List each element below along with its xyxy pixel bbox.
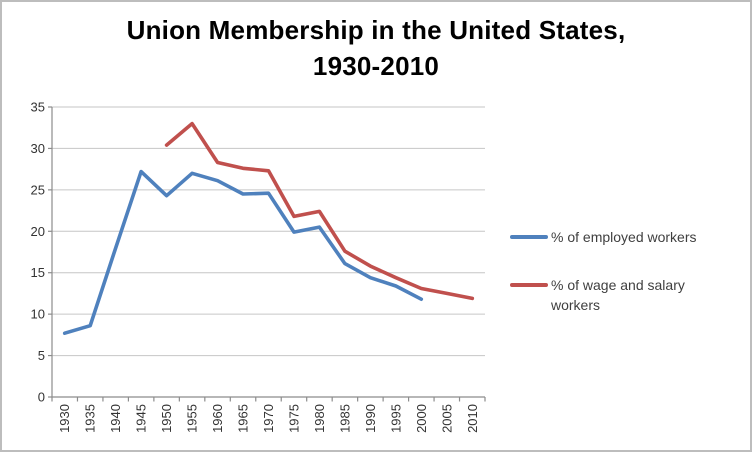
y-tick-label-25: 25: [31, 182, 45, 197]
legend-line-sample-blue: [510, 235, 548, 239]
legend-label-wage-salary-workers: % of wage and salary workers: [551, 277, 685, 313]
x-tick-label-1965: 1965: [236, 404, 251, 433]
x-tick-label-1975: 1975: [286, 404, 301, 433]
series-line-0: [62, 169, 424, 336]
y-tick-label-30: 30: [31, 141, 45, 156]
chart-title-line1: Union Membership in the United States,: [126, 15, 626, 45]
legend-item-employed-workers: % of employed workers: [510, 227, 697, 247]
x-tick-label-1935: 1935: [83, 404, 98, 433]
legend-item-wage-salary-workers: % of wage and salary workers: [510, 275, 729, 315]
x-tick-label-1980: 1980: [312, 404, 327, 433]
x-tick-label-1985: 1985: [337, 404, 352, 433]
x-tick-label-1995: 1995: [388, 404, 403, 433]
y-tick-label-0: 0: [38, 390, 45, 405]
x-tick-label-2010: 2010: [465, 404, 480, 433]
legend-label-employed-workers: % of employed workers: [551, 229, 697, 245]
x-tick-label-1940: 1940: [108, 404, 123, 433]
x-tick-label-1930: 1930: [57, 404, 72, 433]
chart-title: Union Membership in the United States, 1…: [2, 12, 750, 84]
series-line-1: [164, 121, 475, 301]
y-tick-label-10: 10: [31, 307, 45, 322]
legend-line-sample-red: [510, 283, 548, 287]
y-tick-label-20: 20: [31, 224, 45, 239]
y-tick-label-35: 35: [31, 100, 45, 115]
x-tick-label-2000: 2000: [414, 404, 429, 433]
x-tick-label-2005: 2005: [439, 404, 454, 433]
y-tick-label-5: 5: [38, 348, 45, 363]
x-tick-label-1955: 1955: [185, 404, 200, 433]
x-tick-label-1990: 1990: [363, 404, 378, 433]
x-tick-label-1960: 1960: [210, 404, 225, 433]
x-tick-label-1950: 1950: [159, 404, 174, 433]
y-tick-label-15: 15: [31, 265, 45, 280]
chart-title-line2: 1930-2010: [312, 51, 440, 81]
x-tick-label-1945: 1945: [134, 404, 149, 433]
x-tick-label-1970: 1970: [261, 404, 276, 433]
